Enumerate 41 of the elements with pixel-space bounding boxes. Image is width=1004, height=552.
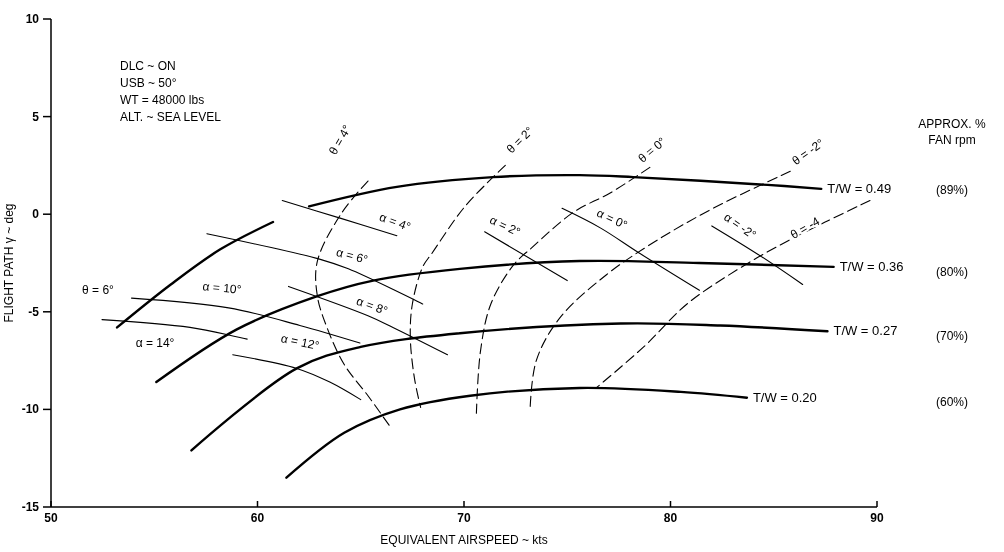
annotation: α = 12° xyxy=(279,331,321,353)
annotation: USB ~ 50° xyxy=(120,76,177,90)
annotation: α = 2° xyxy=(487,212,523,240)
series-label: T/W = 0.27 xyxy=(833,323,898,339)
series-label: T/W = 0.36 xyxy=(839,258,904,274)
text: APPROX. % FAN rpm xyxy=(918,117,986,147)
annotation: α = 0° xyxy=(594,205,630,233)
annotation: α = 6° xyxy=(334,245,370,267)
annotation: α = -2° xyxy=(721,209,759,243)
y-tick-label: 10 xyxy=(25,12,40,26)
text: (60%) xyxy=(935,395,969,409)
annotation: α = 8° xyxy=(354,293,390,319)
y-tick-label: -10 xyxy=(21,402,40,417)
y-tick-label: -5 xyxy=(28,304,40,319)
annotation: θ = 6° xyxy=(82,283,115,297)
x-tick-label: 60 xyxy=(250,511,265,525)
annotation: ALT. ~ SEA LEVEL xyxy=(120,110,222,124)
annotation: θ = 4° xyxy=(325,122,355,158)
annotation: α = 14° xyxy=(135,336,175,350)
x-tick-label: 90 xyxy=(870,511,884,525)
annotation: θ = -4 xyxy=(788,214,823,242)
y-tick-label: 5 xyxy=(32,109,40,124)
text: (80%) xyxy=(935,265,969,279)
x-tick-label: 50 xyxy=(44,511,58,525)
text: (89%) xyxy=(935,183,969,197)
annotation: WT = 48000 lbs xyxy=(120,93,205,107)
x-axis-title: EQUIVALENT AIRSPEED ~ kts xyxy=(380,533,548,547)
series-label: T/W = 0.49 xyxy=(827,180,892,196)
annotation: θ = 2° xyxy=(503,123,537,157)
annotation: DLC ~ ON xyxy=(120,59,176,73)
y-tick-label: 0 xyxy=(32,207,40,222)
text: (70%) xyxy=(935,329,969,343)
annotation: α = 4° xyxy=(377,209,413,235)
series-label: T/W = 0.20 xyxy=(752,389,817,405)
x-tick-label: 80 xyxy=(663,511,678,525)
x-tick-label: 70 xyxy=(457,511,471,525)
y-tick-label: -15 xyxy=(21,500,40,514)
annotation: α = 10° xyxy=(202,279,243,297)
annotation: θ = 0° xyxy=(635,134,669,166)
y-axis-title: FLIGHT PATH γ ~ deg xyxy=(2,203,16,323)
annotation: θ = -2° xyxy=(789,135,827,169)
